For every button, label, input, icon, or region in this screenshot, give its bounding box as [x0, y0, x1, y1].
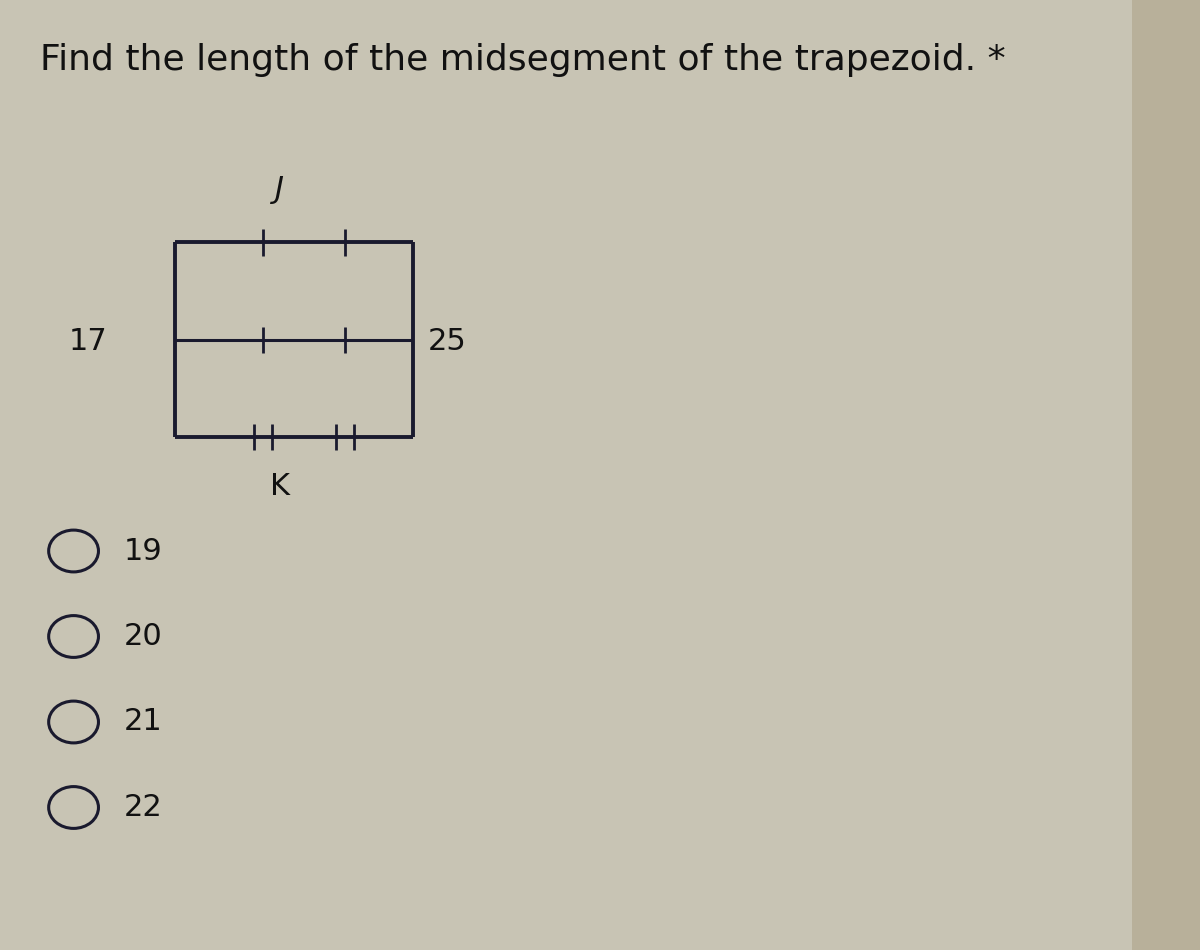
Text: 19: 19	[124, 537, 162, 565]
Text: 21: 21	[124, 708, 162, 736]
Text: K: K	[270, 472, 289, 502]
Text: J: J	[275, 175, 284, 204]
Text: Find the length of the midsegment of the trapezoid. *: Find the length of the midsegment of the…	[40, 43, 1006, 77]
Text: 22: 22	[124, 793, 162, 822]
Text: 20: 20	[124, 622, 162, 651]
Text: 17: 17	[68, 328, 108, 356]
Text: 25: 25	[428, 328, 467, 356]
